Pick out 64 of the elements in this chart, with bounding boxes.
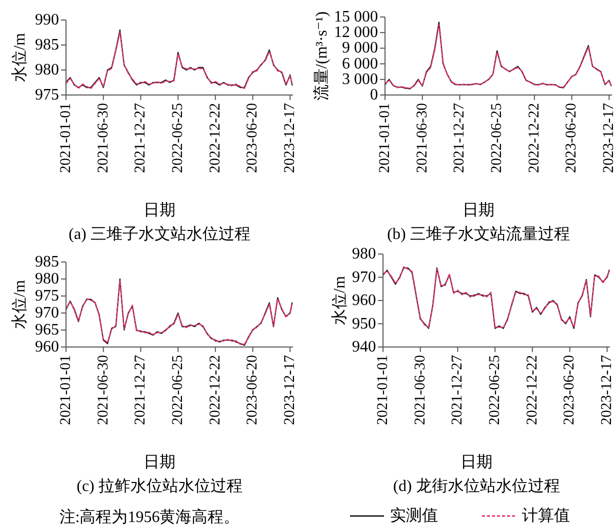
x-tick-label: 2023-06-20	[562, 355, 578, 425]
x-axis-title: 日期	[144, 453, 176, 471]
y-tick-label: 985	[35, 36, 59, 54]
y-tick-label: 985	[35, 254, 59, 270]
y-axis-title: 流量/(m³·s⁻¹)	[312, 11, 330, 101]
y-tick-label: 980	[35, 62, 59, 78]
y-tick-label: 6 000	[342, 55, 378, 72]
x-tick-label: 2023-12-17	[282, 354, 298, 425]
x-tick-label: 2021-12-27	[452, 102, 468, 173]
x-tick-label: 2022-06-25	[170, 103, 186, 173]
y-tick-label: 960	[352, 292, 376, 309]
x-tick-label: 2021-06-30	[412, 355, 428, 425]
y-axis-title: 水位/m	[10, 32, 28, 82]
x-tick-label: 2021-01-01	[377, 103, 393, 173]
y-tick-label: 970	[35, 304, 59, 322]
y-tick-label: 9 000	[342, 40, 378, 57]
text: (b) 三堆子水文站流量过程	[387, 225, 570, 243]
y-tick-label: 990	[35, 12, 59, 28]
x-tick-label: 2021-12-27	[132, 102, 149, 173]
x-tick-label: 2022-12-22	[207, 355, 224, 425]
y-tick-label: 965	[35, 322, 59, 338]
y-tick-label: 15 000	[334, 8, 378, 26]
x-tick-label: 2021-01-01	[375, 355, 391, 425]
y-tick-label: 960	[35, 338, 59, 356]
x-tick-label: 2021-12-27	[132, 354, 149, 425]
x-axis-title: 日期	[144, 201, 176, 219]
x-axis-title: 日期	[460, 453, 492, 471]
text: 注:高程为1956黄海高程。	[59, 508, 240, 526]
y-tick-label: 950	[352, 315, 376, 332]
y-tick-label: 970	[352, 268, 376, 286]
legend-label: 实测值	[390, 506, 438, 524]
x-tick-label: 2023-06-20	[244, 103, 261, 173]
x-axis-title: 日期	[462, 201, 494, 219]
x-tick-label: 2021-06-30	[95, 355, 112, 425]
y-tick-label: 980	[35, 270, 59, 288]
x-tick-label: 2023-12-17	[601, 102, 616, 173]
y-tick-label: 0	[370, 86, 378, 104]
x-tick-label: 2022-06-25	[489, 103, 506, 173]
y-tick-label: 3 000	[342, 70, 378, 88]
text: (d) 龙街水位站水位过程	[393, 477, 560, 495]
x-tick-label: 2023-12-17	[599, 354, 616, 425]
x-tick-label: 2021-01-01	[58, 103, 74, 173]
x-tick-label: 2022-12-22	[524, 355, 540, 425]
x-tick-label: 2022-12-22	[526, 103, 542, 173]
x-tick-label: 2022-12-22	[207, 103, 224, 173]
y-tick-label: 975	[35, 86, 59, 104]
x-tick-label: 2023-06-20	[244, 355, 261, 425]
legend-label: 计算值	[522, 506, 570, 524]
text: (c) 拉鲊水位站水位过程	[76, 477, 242, 495]
y-axis-title: 水位/m	[10, 280, 28, 329]
x-tick-label: 2023-12-17	[282, 102, 298, 173]
x-tick-label: 2021-06-30	[95, 103, 112, 173]
y-tick-label: 12 000	[334, 24, 378, 42]
y-tick-label: 940	[352, 338, 376, 356]
x-tick-label: 2022-06-25	[487, 355, 504, 425]
x-tick-label: 2021-01-01	[58, 355, 74, 425]
text: (a) 三堆子水文站水位过程	[68, 225, 250, 243]
y-tick-label: 975	[35, 288, 59, 304]
x-tick-label: 2021-12-27	[450, 354, 466, 425]
x-tick-label: 2022-06-25	[170, 355, 186, 425]
x-tick-label: 2023-06-20	[564, 103, 580, 173]
x-tick-label: 2021-06-30	[414, 103, 430, 173]
y-axis-title: 水位/m	[330, 276, 348, 325]
y-tick-label: 980	[352, 246, 376, 262]
